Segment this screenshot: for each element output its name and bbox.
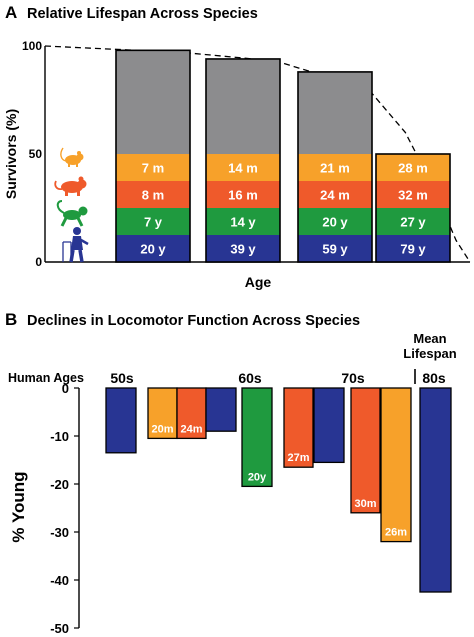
panel-a-segment-label: 59 y xyxy=(322,242,348,257)
panel-b-bar-rect xyxy=(350,387,381,514)
panel-b-y-tick-label: -40 xyxy=(50,573,69,588)
panel-b-bar-rect xyxy=(147,387,178,440)
panel-b-bar-rect xyxy=(313,387,345,464)
human-age-label: 70s xyxy=(341,370,365,386)
panel-a-y-tick-label: 50 xyxy=(29,147,43,161)
panel-a-bar-outline xyxy=(375,153,451,263)
panel-a-bar: 7 m 8 m 7 y 20 y xyxy=(115,49,191,263)
panel-a-segment-label: 14 m xyxy=(228,161,258,176)
panel-b-bar-rect xyxy=(105,387,137,454)
panel-a-y-axis-label: Survivors (%) xyxy=(3,109,19,199)
panel-b-y-tick-label: 0 xyxy=(62,381,69,396)
panel-a-y-tick-label: 100 xyxy=(22,39,42,53)
panel-a-bar-segment xyxy=(376,181,450,208)
panel-b-bar xyxy=(205,387,237,432)
panel-a-bar-outline xyxy=(297,71,373,263)
panel-b-bar-label: 24m xyxy=(180,423,202,435)
panel-a-bar-segment xyxy=(298,154,372,181)
rat-icon xyxy=(54,175,88,197)
human-age-label: 80s xyxy=(422,370,446,386)
panel-b-y-tick-label: -30 xyxy=(50,525,69,540)
panel-a-bar: 14 m 16 m 14 y 39 y xyxy=(205,58,281,263)
mean-lifespan-annotation: Lifespan xyxy=(403,346,457,361)
panel-a-bar-segment xyxy=(116,154,190,181)
panel-b-bar: 20m xyxy=(147,387,178,440)
panel-b-bar: 20y xyxy=(241,387,273,488)
panel-b: B Declines in Locomotor Function Across S… xyxy=(5,310,457,636)
panel-a-segment-label: 79 y xyxy=(400,242,426,257)
panel-a-x-axis-label: Age xyxy=(245,274,272,290)
panel-b-bar: 27m xyxy=(283,387,314,468)
panel-b-bar xyxy=(419,387,452,593)
panel-a-bar-segment xyxy=(298,235,372,262)
panel-a-bar: 28 m 32 m 27 y 79 y xyxy=(375,153,451,263)
panel-b-bar-rect xyxy=(283,387,314,468)
panel-a-segment-label: 27 y xyxy=(400,215,426,230)
elderly-human-icon xyxy=(61,225,90,264)
panel-b-title: Declines in Locomotor Function Across Sp… xyxy=(27,313,360,329)
panel-a-bar-segment xyxy=(206,235,280,262)
mean-lifespan-annotation: Mean xyxy=(413,331,446,346)
panel-b-bar-rect xyxy=(419,387,452,593)
panel-a-bar-segment xyxy=(116,235,190,262)
panel-a-bar-segment xyxy=(206,208,280,235)
panel-a-bar-segment xyxy=(206,181,280,208)
panel-a-segment-label: 7 y xyxy=(144,215,163,230)
panel-b-bar-label: 26m xyxy=(385,527,407,539)
panel-b-bar-label: 20m xyxy=(151,423,173,435)
panel-a-bar: 21 m 24 m 20 y 59 y xyxy=(297,71,373,263)
panel-b-bar-rect xyxy=(205,387,237,432)
panel-b-bar-rect xyxy=(380,387,412,543)
mouse-icon xyxy=(60,147,85,168)
panel-b-bar-label: 30m xyxy=(354,498,376,510)
panel-b-bar: 26m xyxy=(380,387,412,543)
panel-a-segment-label: 20 y xyxy=(322,215,348,230)
panel-a-bar-segment xyxy=(376,154,450,181)
panel-a-title: Relative Lifespan Across Species xyxy=(27,6,258,22)
panel-a: A Relative Lifespan Across Species 0 50 100 S… xyxy=(3,3,471,290)
panel-b-bar xyxy=(313,387,345,464)
panel-b-bar: 24m xyxy=(176,387,207,440)
panel-b-label: B xyxy=(5,310,17,329)
human-age-label: 50s xyxy=(110,370,134,386)
panel-b-y-tick-label: -50 xyxy=(50,621,69,636)
human-ages-label: Human Ages xyxy=(8,371,84,385)
panel-a-segment-label: 21 m xyxy=(320,161,350,176)
human-age-label: 60s xyxy=(238,370,262,386)
panel-a-segment-label: 39 y xyxy=(230,242,256,257)
panel-a-bar-outline xyxy=(205,58,281,263)
panel-a-bar-segment xyxy=(206,154,280,181)
panel-a-bar-segment xyxy=(116,208,190,235)
panel-a-bar-top xyxy=(298,71,372,154)
panel-a-bar-segment xyxy=(298,181,372,208)
panel-a-segment-label: 28 m xyxy=(398,161,428,176)
panel-a-segment-label: 20 y xyxy=(140,242,166,257)
panel-b-y-tick-label: -10 xyxy=(50,429,69,444)
panel-a-bar-outline xyxy=(115,49,191,263)
panel-b-bar: 30m xyxy=(350,387,381,514)
panel-b-y-axis-label: % Young xyxy=(9,471,28,542)
panel-a-segment-label: 16 m xyxy=(228,188,258,203)
panel-a-y-tick-label: 0 xyxy=(35,255,42,269)
panel-b-bar xyxy=(105,387,137,454)
panel-a-bar-segment xyxy=(116,181,190,208)
panel-a-segment-label: 7 m xyxy=(142,161,164,176)
panel-a-segment-label: 8 m xyxy=(142,188,164,203)
panel-b-bar-rect xyxy=(241,387,273,488)
panel-a-segment-label: 32 m xyxy=(398,188,428,203)
panel-a-segment-label: 14 y xyxy=(230,215,256,230)
panel-b-y-tick-label: -20 xyxy=(50,477,69,492)
panel-a-bar-segment xyxy=(376,208,450,235)
panel-b-bar-label: 27m xyxy=(287,452,309,464)
panel-a-segment-label: 24 m xyxy=(320,188,350,203)
panel-a-bar-top xyxy=(206,58,280,154)
monkey-icon xyxy=(56,199,89,228)
panel-b-bar-rect xyxy=(176,387,207,440)
panel-a-bar-top xyxy=(116,50,190,154)
panel-a-label: A xyxy=(5,3,17,22)
panel-a-bar-segment xyxy=(298,208,372,235)
panel-a-bar-segment xyxy=(376,235,450,262)
panel-b-bar-label: 20y xyxy=(248,471,267,483)
